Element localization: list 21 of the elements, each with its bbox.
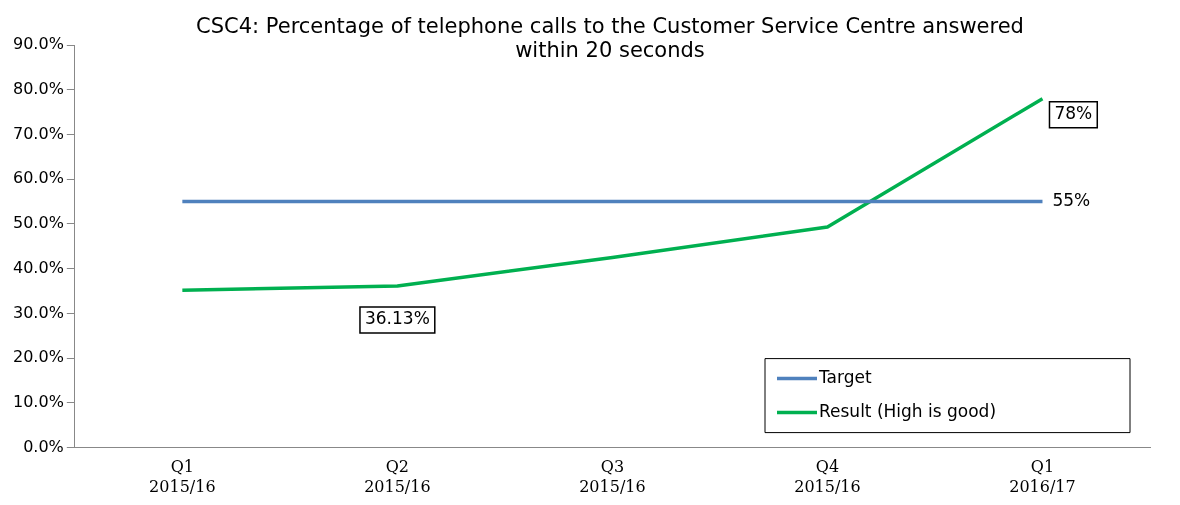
x-tick-label: Q1 2015/16 — [149, 457, 216, 496]
x-tick-label: Q4 2015/16 — [794, 457, 861, 496]
chart-title: CSC4: Percentage of telephone calls to the Customer Service Centre answered within 20 seconds — [195, 14, 1025, 62]
data-label: 55% — [1052, 189, 1091, 210]
y-tick-label: 70.0% — [13, 123, 64, 143]
y-tick-label: 0.0% — [23, 436, 64, 456]
x-tick-label: Q1 2016/17 — [1009, 457, 1076, 496]
y-tick-label: 30.0% — [13, 302, 64, 322]
legend-label: Result (High is good) — [819, 401, 997, 422]
x-tick-label: Q2 2015/16 — [364, 457, 431, 496]
y-tick-label: 90.0% — [13, 34, 64, 54]
y-tick-label: 60.0% — [13, 168, 64, 188]
y-tick-label: 10.0% — [13, 392, 64, 412]
y-tick-label: 40.0% — [13, 257, 64, 277]
y-tick-label: 20.0% — [13, 347, 64, 367]
y-tick-label: 50.0% — [13, 213, 64, 233]
legend-label: Target — [818, 367, 872, 388]
data-label: 78% — [1054, 103, 1093, 124]
x-tick-label: Q3 2015/16 — [579, 457, 646, 496]
y-tick-label: 80.0% — [13, 78, 64, 98]
data-label: 36.13% — [364, 308, 430, 329]
